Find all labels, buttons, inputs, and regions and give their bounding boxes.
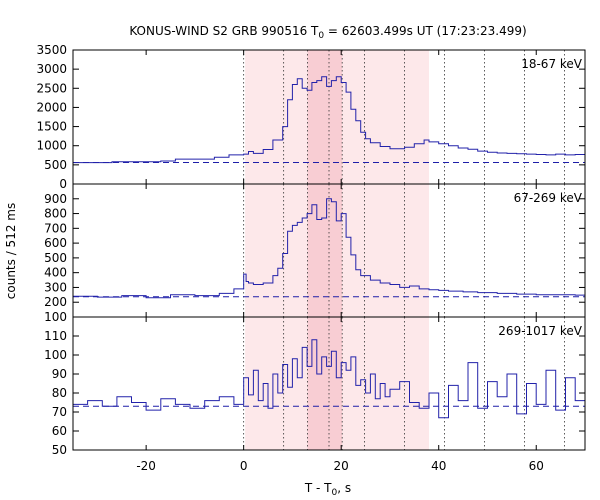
y-tick-label: 100: [44, 310, 67, 324]
x-tick-label: -20: [136, 459, 156, 473]
y-tick-label: 80: [52, 386, 67, 400]
y-tick-label: 500: [44, 158, 67, 172]
x-tick-label: 0: [240, 459, 248, 473]
x-axis-label: T - T0, s: [304, 481, 351, 498]
x-axis-label-subscript: 0: [332, 488, 338, 498]
y-tick-label: 1500: [36, 120, 67, 134]
y-tick-label: 100: [44, 348, 67, 362]
y-tick-label: 600: [44, 236, 67, 250]
chart-title: KONUS-WIND S2 GRB 990516 T0 = 62603.499s…: [129, 24, 526, 41]
chart-title-subscript: 0: [318, 31, 324, 41]
y-tick-label: 800: [44, 207, 67, 221]
panel-1: 0 500 1000 1500 2000 2500 3000 3500 18-67 keV: [36, 43, 586, 191]
y-tick-label: 300: [44, 280, 67, 294]
y-tick-label: 50: [52, 443, 67, 457]
panel-3: 50 60 70 80 90 100 110 269-1017 keV: [44, 316, 586, 457]
y-tick-label: 700: [44, 221, 67, 235]
light-curve-series: [73, 76, 586, 164]
energy-band-label: 67-269 keV: [514, 191, 583, 205]
y-tick-label: 2000: [36, 100, 67, 114]
light-curve-series: [73, 198, 586, 299]
chart-title-main: KONUS-WIND S2 GRB 990516 T: [129, 24, 319, 38]
x-axis-label-main: T - T: [304, 481, 332, 495]
energy-band-label: 269-1017 keV: [498, 324, 582, 338]
energy-band-label: 18-67 keV: [521, 57, 583, 71]
y-tick-label: 70: [52, 405, 67, 419]
y-tick-label: 400: [44, 266, 67, 280]
y-axis-label: counts / 512 ms: [4, 203, 18, 299]
y-tick-label: 3500: [36, 43, 67, 57]
shaded-interval-1: [307, 50, 343, 450]
x-tick-label: 40: [431, 459, 446, 473]
y-tick-label: 110: [44, 329, 67, 343]
y-tick-label: 0: [59, 177, 67, 191]
chart-title-rest: = 62603.499s UT (17:23:23.499): [324, 24, 527, 38]
y-tick-label: 900: [44, 192, 67, 206]
y-tick-label: 3000: [36, 62, 67, 76]
panel-frame: [72, 316, 586, 451]
x-tick-label: 20: [334, 459, 349, 473]
light-curve-series: [73, 339, 586, 419]
y-tick-label: 500: [44, 251, 67, 265]
y-tick-label: 60: [52, 424, 67, 438]
x-tick-label: 60: [529, 459, 544, 473]
y-tick-label: 1000: [36, 139, 67, 153]
y-tick-label: 200: [44, 295, 67, 309]
y-tick-label: 2500: [36, 81, 67, 95]
y-tick-label: 90: [52, 367, 67, 381]
x-axis-label-rest: , s: [337, 481, 351, 495]
